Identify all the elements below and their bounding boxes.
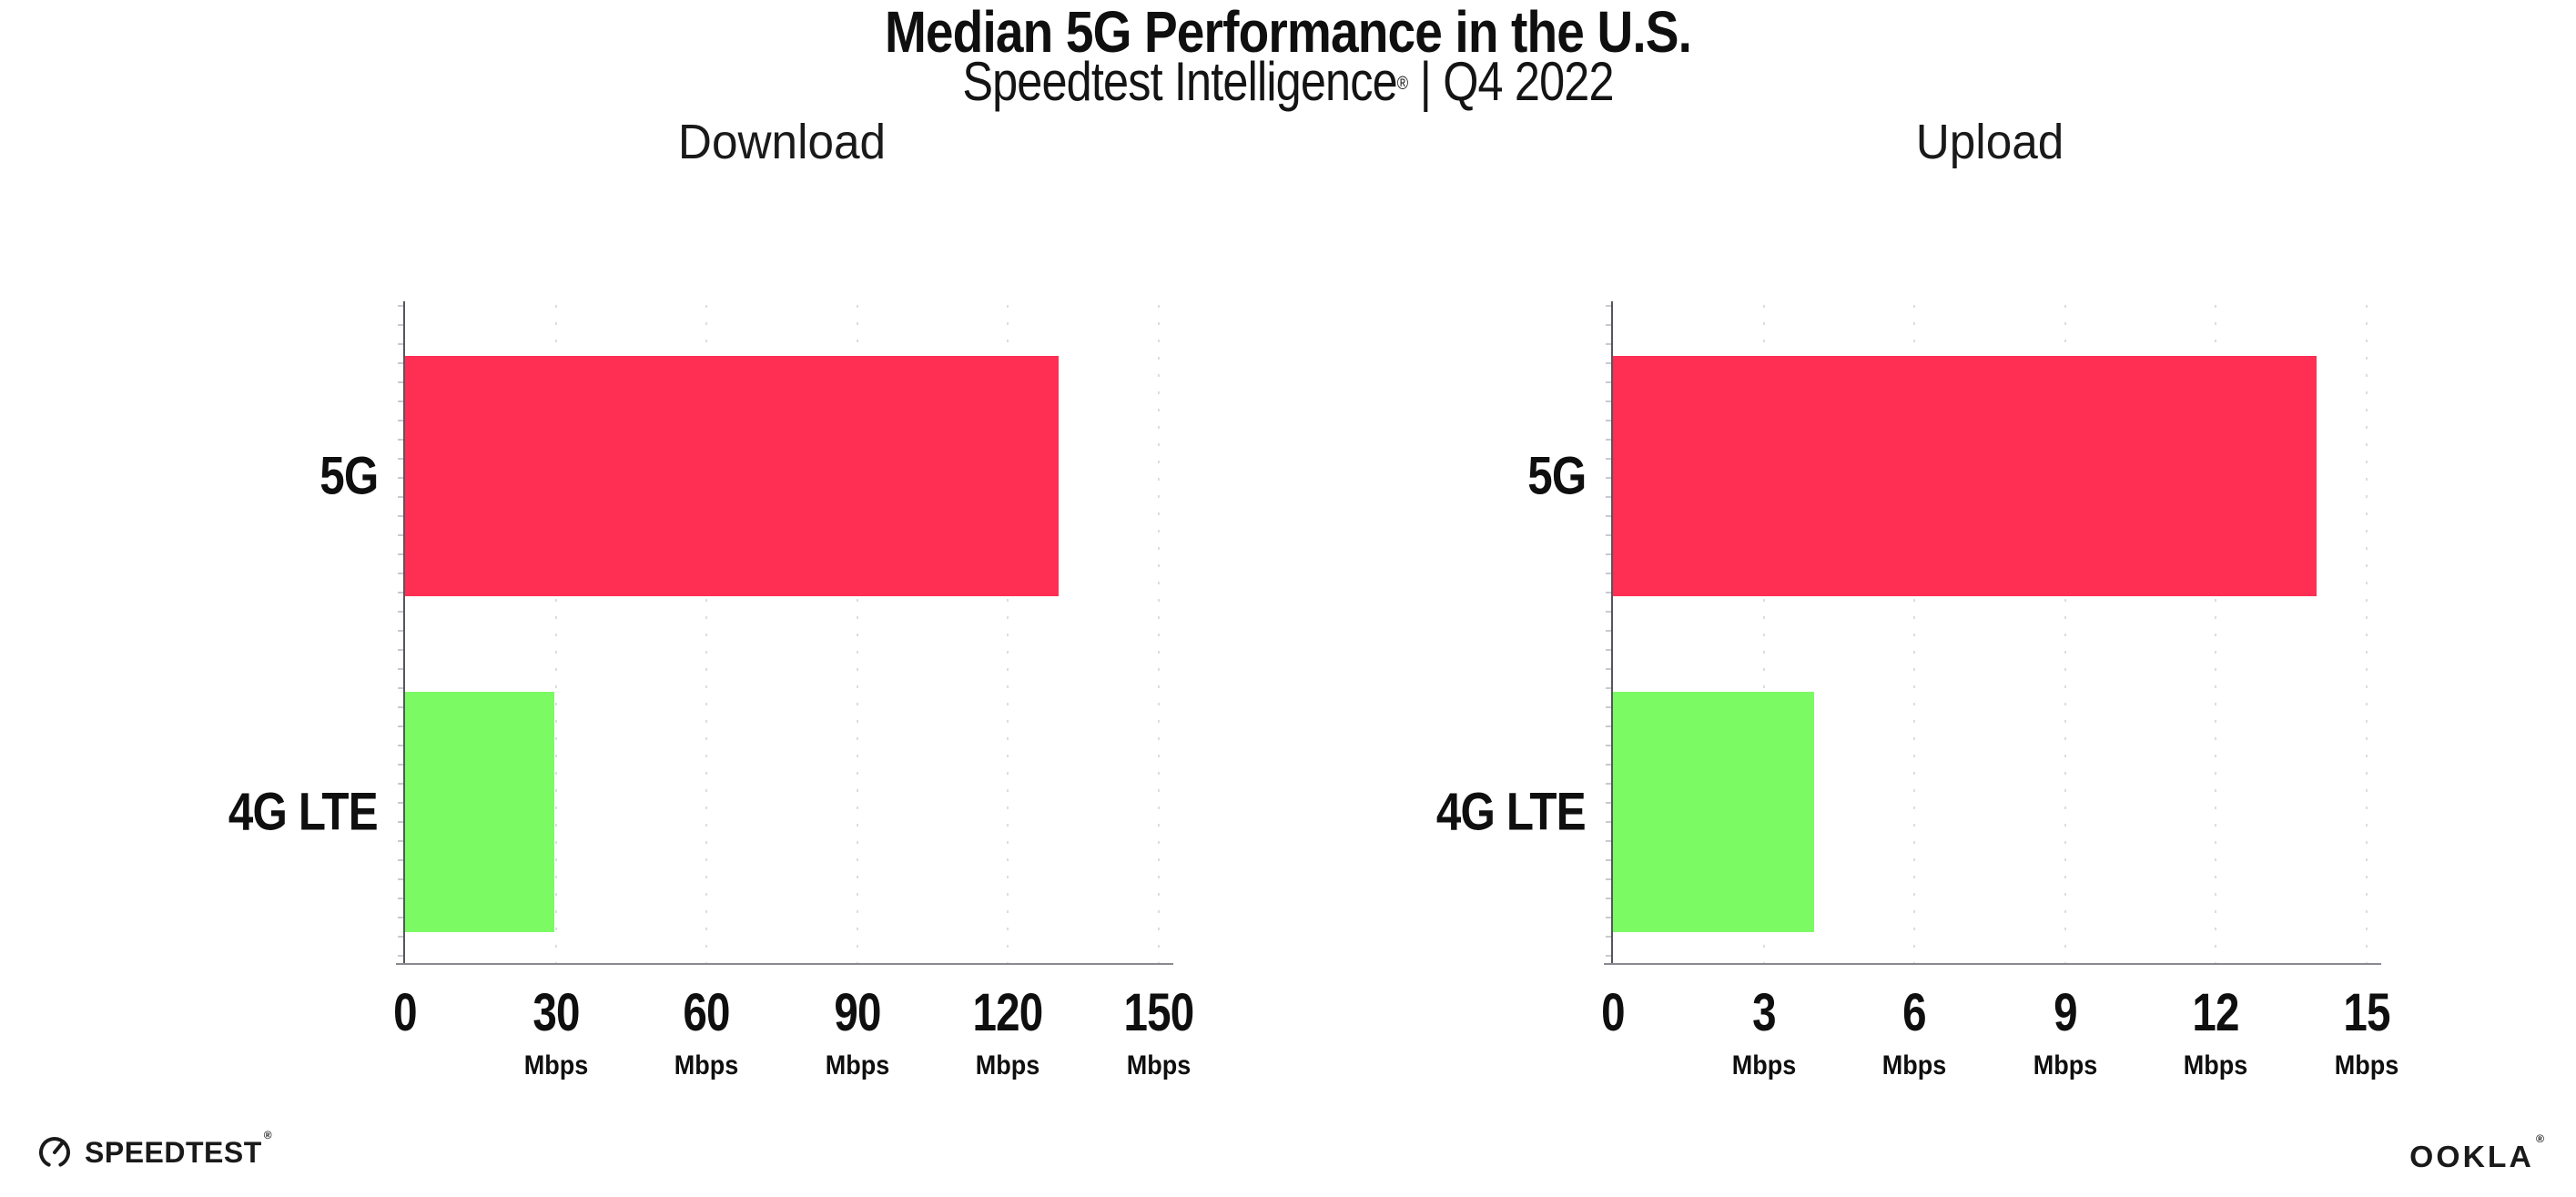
subtitle-brand: Speedtest Intelligence (962, 51, 1397, 112)
x-tick-unit: Mbps (674, 1050, 739, 1080)
x-tick-number: 60 (683, 983, 731, 1042)
x-tick-number: 3 (1751, 983, 1776, 1042)
x-tick-label: 120 Mbps (966, 987, 1051, 1080)
bar-5g (1613, 356, 2317, 596)
x-tick-unit: Mbps (1881, 1050, 1947, 1080)
registered-mark: ® (1396, 74, 1408, 94)
page-subtitle: Speedtest Intelligence® | Q4 2022 (206, 53, 2369, 111)
category-label-5g: 5G (1526, 446, 1587, 506)
x-tick-unit: Mbps (976, 1050, 1040, 1080)
grid-line (1158, 305, 1160, 963)
grid-line (2064, 305, 2066, 963)
x-tick-label: 15 Mbps (2331, 987, 2402, 1080)
grid-line (554, 305, 557, 963)
x-axis-line (1604, 963, 2381, 965)
x-tick-number: 6 (1902, 983, 1927, 1042)
category-label-4g-lte: 4G LTE (1436, 782, 1587, 842)
grid-line (2215, 305, 2217, 963)
x-tick-number: 120 (972, 983, 1044, 1042)
x-tick-number: 150 (1123, 983, 1195, 1042)
x-tick-label: 90 Mbps (822, 987, 893, 1080)
grid-line (1913, 305, 1916, 963)
y-axis-line (403, 301, 405, 965)
x-tick-label: 0 (1598, 987, 1627, 1040)
x-tick-label: 150 Mbps (1116, 987, 1202, 1080)
x-tick-number: 30 (532, 983, 580, 1042)
speedtest-logo: SPEEDTEST® (36, 1128, 273, 1171)
grid-line (1007, 305, 1009, 963)
x-tick-label: 0 (390, 987, 419, 1040)
x-tick-number: 15 (2343, 983, 2390, 1042)
y-axis-line (1611, 301, 1613, 965)
category-label-5g: 5G (319, 446, 379, 506)
x-tick-unit: Mbps (523, 1050, 588, 1080)
upload-chart-plot-area: Upload 5G 4G LTE 0 3 Mbps 6 Mbps 9 Mbps 12 Mbps 15 M… (1436, 117, 2399, 1080)
ookla-logo: OOKLA® (2409, 1132, 2545, 1174)
grid-line (2366, 305, 2368, 963)
x-tick-label: 6 Mbps (1879, 987, 1950, 1080)
registered-mark: ® (2535, 1132, 2548, 1145)
grid-line (856, 305, 858, 963)
x-tick-label: 60 Mbps (671, 987, 742, 1080)
x-tick-number: 0 (393, 983, 417, 1042)
page-title: Median 5G Performance in the U.S. (884, 0, 1692, 65)
x-tick-unit: Mbps (1731, 1050, 1796, 1080)
x-tick-label: 30 Mbps (520, 987, 591, 1080)
x-tick-unit: Mbps (2033, 1050, 2098, 1080)
y-axis-minor-ticks (398, 305, 403, 963)
bar-4g-lte (405, 691, 554, 932)
speedtest-logo-text: SPEEDTEST® (85, 1128, 273, 1169)
chart-title-download: Download (677, 115, 887, 169)
download-chart-plot-area: Download 5G 4G LTE 0 30 Mbps 60 Mbps 90 Mbps 120 M… (228, 117, 1194, 1080)
subtitle-period: | Q4 2022 (1419, 51, 1615, 112)
bar-4g-lte (1613, 691, 1814, 932)
x-tick-unit: Mbps (2334, 1050, 2399, 1080)
registered-mark: ® (263, 1128, 273, 1141)
x-tick-number: 12 (2192, 983, 2240, 1042)
x-axis-line (396, 963, 1173, 965)
bar-5g (405, 356, 1059, 596)
category-label-4g-lte: 4G LTE (228, 782, 379, 842)
speedtest-gauge-icon (36, 1134, 73, 1171)
x-tick-unit: Mbps (1126, 1050, 1192, 1080)
x-tick-unit: Mbps (2184, 1050, 2248, 1080)
x-tick-number: 90 (834, 983, 881, 1042)
x-tick-label: 12 Mbps (2180, 987, 2251, 1080)
x-tick-number: 0 (1601, 983, 1625, 1042)
y-axis-minor-ticks (1606, 305, 1611, 963)
grid-line (1762, 305, 1765, 963)
grid-line (705, 305, 708, 963)
x-tick-label: 9 Mbps (2030, 987, 2101, 1080)
x-tick-number: 9 (2053, 983, 2077, 1042)
chart-title-upload: Upload (1915, 115, 2064, 169)
ookla-logo-text: OOKLA (2409, 1140, 2534, 1173)
x-tick-label: 3 Mbps (1728, 987, 1799, 1080)
x-tick-unit: Mbps (825, 1050, 890, 1080)
